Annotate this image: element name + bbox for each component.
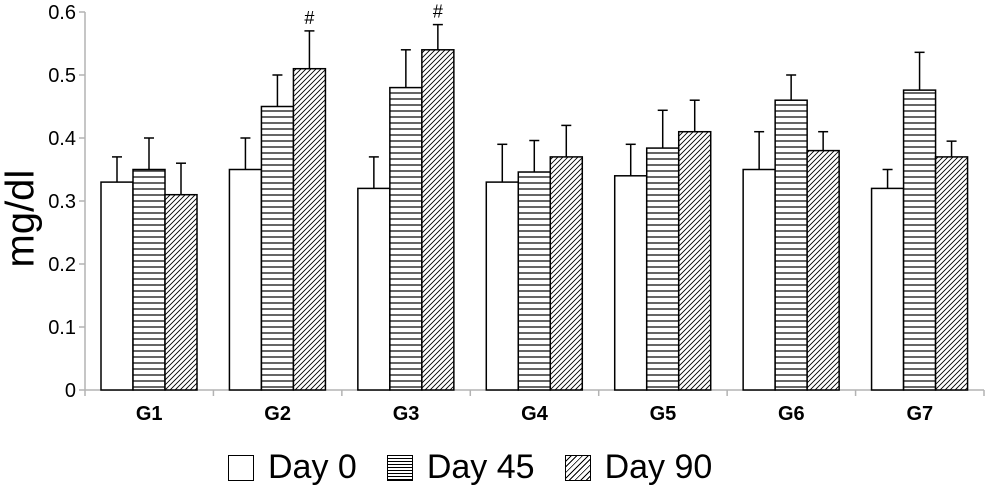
- legend-label: Day 0: [268, 448, 357, 486]
- legend-item-day45: Day 45: [386, 448, 535, 487]
- annotations: # #: [304, 2, 442, 28]
- bar-chart: # # G1 G2 G3 G4 G5 G6 G7 00.10.20.30.40.50.6: [48, 2, 985, 425]
- bar-g2-day45: [260, 105, 295, 391]
- bar-g6-day45: [774, 99, 808, 391]
- y-tick-label: 0.5: [48, 65, 76, 87]
- significance-marker: #: [304, 8, 314, 28]
- y-tick-label: 0.6: [48, 2, 76, 24]
- bar-g7-day0: [870, 187, 905, 391]
- y-tick-label: 0.2: [48, 254, 76, 276]
- bar-g1-day45: [132, 168, 166, 391]
- bar-g3-day0: [357, 187, 391, 391]
- bar-g7-day90: [934, 156, 969, 391]
- bar-g4-day90: [549, 156, 584, 391]
- y-tick-label: 0.4: [48, 128, 76, 150]
- legend-swatch-horizontal: [386, 454, 413, 481]
- bar-g1-day0: [100, 181, 134, 391]
- bar-g3-day90: [421, 49, 455, 391]
- x-tick-label: G3: [393, 403, 420, 425]
- y-axis-label: mg/dl: [0, 169, 43, 268]
- y-tick-label: 0: [65, 380, 76, 402]
- legend-item-day90: Day 90: [564, 448, 713, 487]
- y-tick-label: 0.3: [48, 191, 76, 213]
- x-tick-label: G4: [521, 403, 549, 425]
- x-tick-label: G2: [264, 403, 291, 425]
- bar-g6-day90: [806, 149, 840, 391]
- bar-g5-day90: [677, 130, 712, 391]
- bar-g4-day45: [517, 171, 552, 391]
- legend: Day 0 Day 45 Day 90: [228, 448, 742, 487]
- significance-marker: #: [433, 2, 443, 22]
- legend-swatch-plain: [228, 454, 254, 481]
- y-tick-label: 0.1: [48, 317, 76, 339]
- y-tick-labels: 0 0.1 0.2 0.3 0.4 0.5 0.6: [48, 2, 76, 402]
- bars: [100, 49, 969, 391]
- x-tick-label: G7: [906, 403, 933, 425]
- bar-g3-day45: [389, 86, 423, 391]
- legend-swatch-diagonal: [564, 454, 591, 481]
- x-tick-label: G1: [136, 403, 163, 425]
- bar-g2-day90: [292, 67, 327, 391]
- legend-label: Day 45: [426, 448, 535, 486]
- bar-g5-day0: [613, 175, 648, 391]
- bar-g5-day45: [645, 147, 680, 391]
- bar-g7-day45: [902, 89, 937, 391]
- legend-label: Day 90: [604, 448, 713, 486]
- bar-g4-day0: [485, 181, 520, 391]
- x-tick-label: G5: [650, 403, 677, 425]
- x-tick-label: G6: [778, 403, 805, 425]
- error-bars: [112, 23, 957, 195]
- bar-g1-day90: [164, 193, 198, 391]
- bar-g6-day0: [742, 168, 776, 391]
- x-tick-labels: G1 G2 G3 G4 G5 G6 G7: [136, 403, 933, 425]
- bar-g2-day0: [228, 168, 263, 391]
- legend-item-day0: Day 0: [228, 448, 357, 487]
